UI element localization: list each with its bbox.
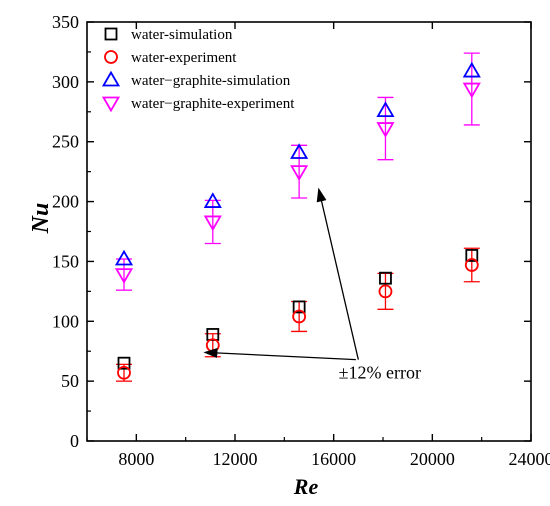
legend: water-simulation water-experiment water−gr… [101, 27, 295, 113]
annotation-arrow [316, 187, 359, 360]
data-point-triangle-down [376, 122, 395, 138]
legend-label: water-simulation [131, 27, 233, 43]
legend-label: water-experiment [131, 50, 237, 66]
data-point-triangle-down [114, 268, 134, 284]
ticks: 8000 12000 16000 20000 24000 0 50 100 150 200 250 3… [52, 12, 550, 469]
data-point-triangle-up [376, 101, 395, 117]
data-point-triangle-down [203, 215, 222, 232]
data-points [114, 61, 481, 380]
legend-marker-triangle-down [101, 96, 121, 113]
y-tick-label: 250 [52, 132, 79, 152]
legend-marker-triangle-up [101, 70, 121, 87]
data-point-triangle-down [290, 165, 309, 181]
data-point-triangle-up [462, 61, 481, 78]
x-tick-label: 16000 [311, 449, 356, 469]
x-axis-label: Re [293, 474, 319, 499]
data-point-triangle-up [290, 143, 309, 159]
legend-label: water−graphite-simulation [131, 73, 291, 89]
data-point-circle [117, 365, 131, 380]
data-point-triangle-up [203, 192, 222, 208]
data-point-circle [464, 258, 479, 272]
y-tick-label: 150 [52, 251, 79, 271]
legend-label: water−graphite-experiment [131, 96, 295, 112]
data-point-square [117, 356, 131, 370]
y-tick-label: 200 [52, 192, 79, 212]
data-point-square [292, 300, 306, 314]
legend-marker-circle [104, 50, 118, 64]
y-tick-label: 350 [52, 12, 79, 32]
annotation-arrow [203, 347, 356, 361]
y-tick-label: 100 [52, 311, 79, 331]
y-tick-label: 0 [70, 431, 79, 451]
y-axis-label: Nu [28, 203, 54, 235]
data-point-square [465, 249, 479, 262]
annotation-text: ±12% error [339, 363, 421, 383]
data-point-circle [378, 284, 393, 299]
data-point-square [379, 271, 392, 285]
x-tick-label: 12000 [213, 449, 258, 469]
data-point-circle [292, 309, 307, 324]
legend-marker-square [104, 27, 118, 41]
y-tick-label: 50 [61, 371, 79, 391]
y-tick-label: 300 [52, 72, 79, 92]
x-tick-label: 20000 [410, 449, 455, 469]
data-point-triangle-down [462, 82, 481, 99]
x-tick-label: 8000 [118, 449, 154, 469]
x-tick-label: 24000 [509, 449, 550, 469]
data-point-triangle-up [114, 249, 134, 266]
annotation: ±12% error [203, 187, 421, 383]
